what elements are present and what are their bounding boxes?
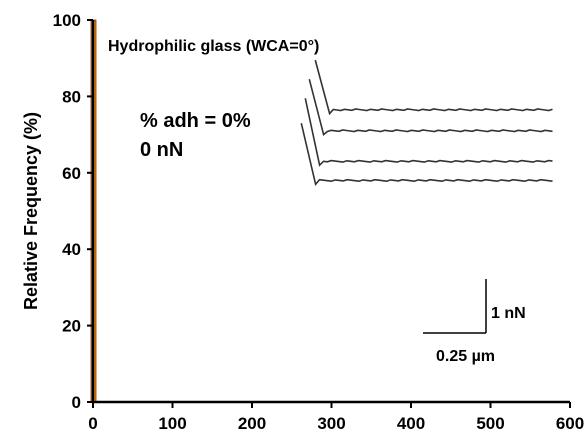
x-tick-label: 200 [238, 414, 266, 433]
force-curve [308, 79, 553, 137]
x-tick-label: 100 [158, 414, 186, 433]
scale-force-label: 1 nN [491, 305, 526, 322]
x-tick-label: 300 [317, 414, 345, 433]
x-tick-label: 0 [88, 414, 97, 433]
y-ticks: 0 20 40 60 80 100 [53, 11, 93, 412]
y-tick-label: 0 [72, 393, 81, 412]
force-curves-inset [300, 59, 553, 186]
y-tick-label: 80 [62, 87, 81, 106]
force-curve [304, 98, 553, 167]
x-tick-label: 400 [397, 414, 425, 433]
x-tick-label: 500 [476, 414, 504, 433]
y-tick-label: 100 [53, 11, 81, 30]
scale-bar: 1 nN 0.25 µm [423, 279, 526, 365]
adhesion-percent-label: % adh = 0% [140, 110, 251, 132]
force-curve [314, 59, 553, 116]
y-tick-label: 60 [62, 164, 81, 183]
y-axis-title: Relative Frequency (%) [21, 112, 41, 310]
x-tick-label: 600 [556, 414, 584, 433]
y-tick-label: 20 [62, 317, 81, 336]
y-tick-label: 40 [62, 240, 81, 259]
force-curve [300, 122, 553, 186]
adhesion-force-label: 0 nN [140, 139, 183, 161]
x-ticks: 0 100 200 300 400 500 600 [88, 402, 584, 433]
scale-distance-label: 0.25 µm [436, 348, 495, 365]
surface-label: Hydrophilic glass (WCA=0°) [108, 38, 319, 55]
